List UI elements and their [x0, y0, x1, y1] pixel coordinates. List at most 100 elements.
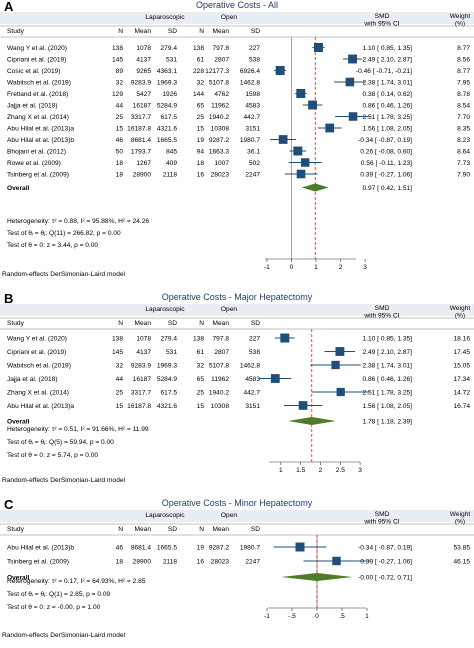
study-mean2: 10308 [211, 125, 230, 132]
study-mean1: 16187 [133, 102, 152, 109]
model-note: Random-effects DerSimonian-Laird model [2, 271, 126, 278]
study-n1: 18 [116, 558, 124, 565]
study-marker [308, 100, 318, 110]
study-mean1: 1793.7 [131, 148, 152, 155]
study-sd2: 4583 [245, 102, 260, 109]
study-marker [296, 169, 306, 179]
study-mean1: 8681.4 [131, 544, 152, 551]
model-note: Random-effects DerSimonian-Laird model [2, 632, 126, 639]
study-name: Cosic et al. (2019) [7, 68, 61, 75]
col-header-sd2: SD [251, 526, 260, 533]
study-row: Tsinberg et al. (2009) 18 28900 2118 16 28023… [7, 169, 470, 179]
col-header-n1: N [118, 526, 123, 533]
study-mean2: 9287.2 [209, 544, 230, 551]
study-sd1: 279.4 [160, 335, 177, 342]
study-n2: 138 [193, 335, 204, 342]
heterogeneity-stat: Heterogeneity: τ² = 0.17, I² = 64.93%, H… [7, 578, 146, 585]
study-n2: 228 [193, 68, 204, 75]
study-mean2: 1007 [214, 160, 229, 167]
study-name: Jajja et al. (2018) [7, 102, 58, 109]
col-header-mean1: Mean [135, 320, 152, 327]
weight-header: Weight [450, 13, 471, 20]
study-mean1: 9283.9 [131, 362, 152, 369]
forest-panel-b: B Operative Costs - Major Hepatectomy Lapa… [0, 291, 474, 484]
x-tick-label: 1 [365, 613, 369, 620]
col-header-mean2: Mean [213, 526, 230, 533]
forest-panel-a: A Operative Costs - All Laparoscopic Open SM… [0, 0, 474, 278]
x-tick-label: 2 [339, 264, 343, 271]
study-name: Tsinberg et al. (2009) [7, 171, 69, 178]
study-sd2: 4583 [245, 376, 260, 383]
col-header-n1: N [118, 320, 123, 327]
study-row: Cosic et al. (2019) 89 9265 4363.1 228 12177.… [7, 66, 470, 75]
study-sd1: 4363.1 [157, 68, 178, 75]
group-header-open: Open [221, 14, 237, 21]
study-mean2: 28023 [211, 171, 230, 178]
study-weight: 17.34 [453, 376, 470, 383]
x-tick-label: -1 [264, 613, 270, 620]
col-header-study: Study [7, 320, 25, 327]
study-n2: 15 [197, 403, 205, 410]
study-sd1: 409 [166, 160, 177, 167]
study-n1: 89 [116, 68, 124, 75]
study-weight: 8.77 [457, 45, 470, 52]
group-header-laparoscopic: Laparoscopic [145, 512, 185, 519]
study-n1: 44 [116, 102, 124, 109]
group-header-open: Open [221, 512, 237, 519]
group-header-laparoscopic: Laparoscopic [145, 306, 185, 313]
study-marker [336, 387, 345, 397]
study-mean2: 2807 [214, 56, 229, 63]
study-name: Abu Hilal et al. (2013)a [7, 125, 74, 132]
study-sd2: 538 [249, 349, 260, 356]
study-n2: 61 [197, 349, 205, 356]
study-row: Abu Hilal et al. (2013)a 15 16187.8 4321.6 1… [7, 123, 470, 133]
study-row: Jajja et al. (2018) 44 16187 5284.9 65 11962 4… [7, 374, 470, 383]
study-row: Fretland et al. (2018) 129 5427 1926 144 4762… [7, 89, 470, 98]
study-ci-text: 1.10 [ 0.85, 1.35] [363, 45, 413, 52]
study-n1: 44 [116, 376, 124, 383]
study-marker [275, 66, 285, 75]
study-name: Abu Hilal et al. (2013)b [7, 137, 74, 144]
study-mean2: 4762 [214, 91, 229, 98]
study-marker [345, 77, 355, 87]
study-n2: 65 [197, 102, 205, 109]
study-sd2: 3151 [245, 125, 260, 132]
study-ci-text: 0.86 [ 0.46, 1.26] [363, 102, 413, 109]
study-marker [295, 542, 305, 552]
study-weight: 17.45 [453, 349, 470, 356]
study-marker [280, 333, 290, 343]
study-sd1: 1665.5 [157, 544, 178, 551]
header-band [0, 12, 474, 24]
study-sd2: 442.7 [243, 389, 260, 396]
study-sd1: 1926 [162, 91, 177, 98]
study-name: Wabitsch et al. (2019) [7, 79, 71, 86]
group-header-laparoscopic: Laparoscopic [145, 14, 185, 21]
study-sd2: 1598 [245, 91, 260, 98]
study-row: Zhang X et al. (2014) 25 3317.7 617.5 25 1940… [7, 112, 470, 121]
x-tick-label: 1 [279, 467, 283, 474]
study-n1: 25 [116, 389, 124, 396]
study-n2: 32 [197, 362, 205, 369]
col-header-sd1: SD [168, 320, 177, 327]
study-sd2: 227 [249, 45, 260, 52]
x-tick-label: 2 [319, 467, 323, 474]
study-mean2: 12177.3 [205, 68, 229, 75]
study-ci-text: 2.38 [ 1.74, 3.01] [363, 362, 413, 369]
study-sd1: 4321.6 [157, 403, 178, 410]
study-weight: 8.77 [457, 68, 470, 75]
study-ci-text: 1.56 [ 1.08, 2.05] [363, 125, 413, 132]
study-sd1: 1969.3 [157, 362, 178, 369]
study-sd1: 5284.9 [157, 376, 178, 383]
study-n2: 25 [197, 389, 205, 396]
study-weight: 8.35 [457, 125, 470, 132]
study-weight: 8.78 [457, 91, 470, 98]
study-mean1: 28900 [133, 558, 152, 565]
header-band [0, 510, 474, 522]
x-tick-label: 3 [358, 467, 362, 474]
study-row: Bhojani et al. (2012) 50 1793.7 845 94 1663.3… [7, 146, 470, 156]
study-name: Wang Y et al. (2020) [7, 335, 67, 342]
study-marker [348, 112, 358, 121]
heterogeneity-stat: Test of θᵢ = θⱼ: Q(1) = 2.85, p = 0.09 [7, 591, 111, 598]
study-ci-text: -0.34 [ -0.87, 0.19] [358, 544, 412, 551]
col-header-n2: N [199, 526, 204, 533]
